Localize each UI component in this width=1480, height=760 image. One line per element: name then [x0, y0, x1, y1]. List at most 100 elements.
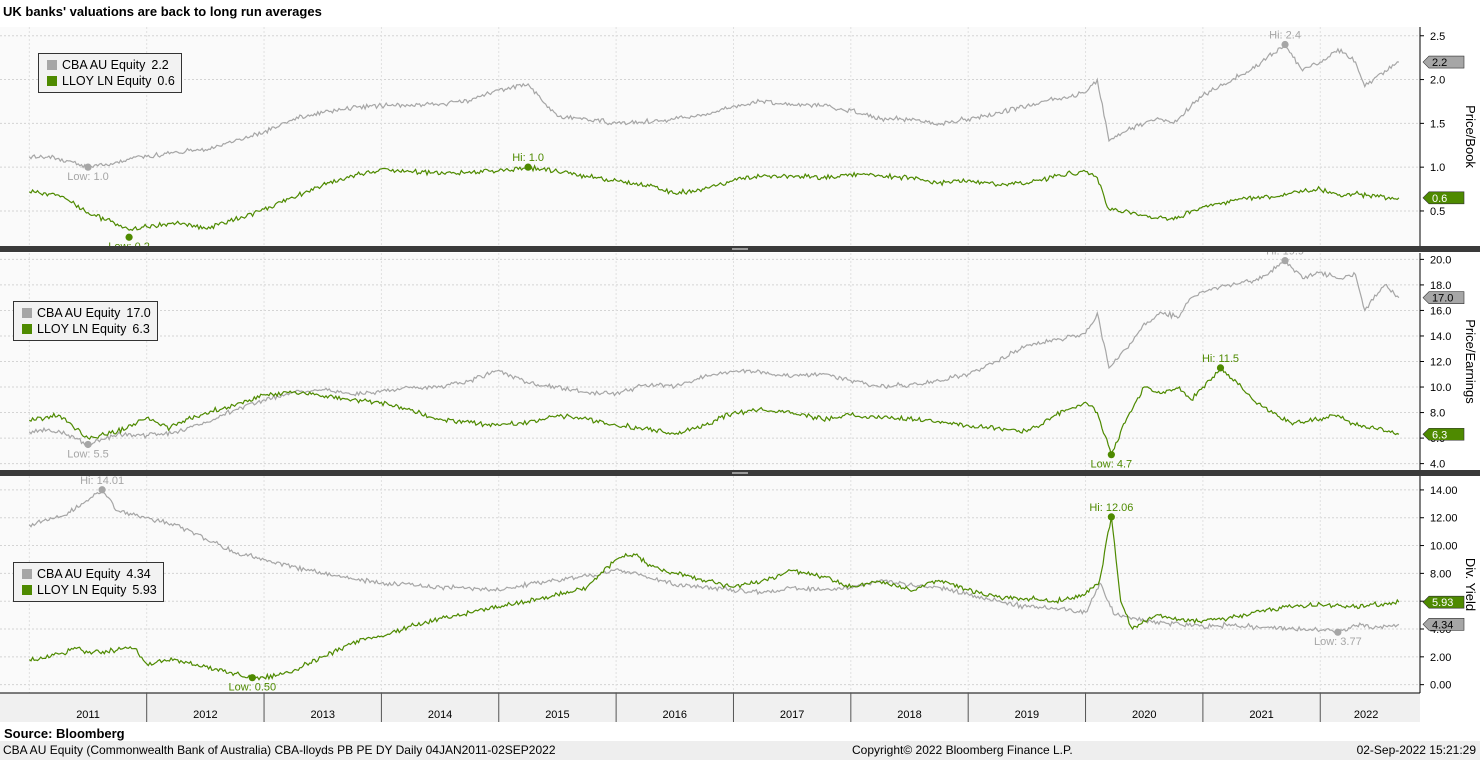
cba-swatch: [22, 569, 32, 579]
legend-entry-cba: CBA AU Equity 17.0: [22, 305, 151, 321]
y-tick-label: 12.00: [1430, 513, 1458, 525]
y-tick-label: 1.5: [1430, 118, 1445, 130]
y-tick-label: 10.00: [1430, 541, 1458, 553]
last-value-label-lloy: 0.6: [1432, 193, 1447, 205]
extreme-annotation: Low: 1.0: [67, 171, 109, 183]
extreme-marker: [1334, 628, 1342, 636]
extreme-marker: [1107, 513, 1115, 521]
legend-series-value: 2.2: [151, 58, 169, 72]
series-line-lloy: [28, 164, 1400, 232]
legend-dy: CBA AU Equity 4.34 LLOY LN Equity 5.93: [13, 562, 164, 602]
y-tick-label: 16.0: [1430, 305, 1451, 317]
y-tick-label: 10.0: [1430, 382, 1451, 394]
series-line-cba: [28, 260, 1400, 446]
lloy-swatch: [22, 585, 32, 595]
extreme-annotation: Hi: 11.5: [1202, 353, 1239, 365]
last-value-label-lloy: 6.3: [1432, 429, 1447, 441]
series-line-lloy: [28, 516, 1400, 681]
y-tick-label: 20.0: [1430, 254, 1451, 266]
extreme-annotation: Low: 4.7: [1091, 459, 1133, 471]
extreme-marker: [1281, 40, 1289, 49]
y-tick-label: 0.00: [1430, 680, 1451, 692]
panel-background: [0, 476, 1420, 693]
extreme-annotation: Hi: 1.0: [512, 152, 544, 164]
series-line-lloy: [28, 366, 1400, 457]
extreme-marker: [1216, 364, 1225, 372]
y-tick-label: 4.0: [1430, 459, 1445, 471]
legend-series-name: LLOY LN Equity: [37, 583, 127, 597]
extreme-annotation: Hi: 2.4: [1269, 30, 1301, 42]
x-tick-label: 2014: [428, 709, 452, 721]
x-tick-label: 2015: [545, 709, 569, 721]
footer-timestamp: 02-Sep-2022 15:21:29: [1356, 743, 1476, 757]
legend-series-value: 17.0: [126, 306, 151, 320]
extreme-marker: [98, 486, 106, 494]
x-tick-label: 2018: [897, 709, 921, 721]
y-tick-label: 14.00: [1430, 485, 1458, 497]
extreme-marker: [248, 674, 256, 682]
y-tick-label: 2.0: [1430, 75, 1445, 87]
legend-series-name: CBA AU Equity: [62, 58, 146, 72]
y-tick-label: 2.5: [1430, 31, 1445, 43]
chart-title: UK banks' valuations are back to long ru…: [3, 4, 322, 19]
legend-series-name: CBA AU Equity: [37, 306, 121, 320]
legend-series-value: 5.93: [132, 583, 157, 597]
y-tick-label: 2.00: [1430, 652, 1451, 664]
extreme-marker: [524, 163, 532, 171]
y-tick-label: 8.00: [1430, 568, 1451, 580]
x-axis-band: [0, 693, 1420, 722]
y-axis-label: Div. Yield: [1463, 558, 1478, 611]
last-value-label-lloy: 5.93: [1432, 597, 1453, 609]
footer-left: CBA AU Equity (Commonwealth Bank of Aust…: [3, 743, 556, 757]
legend-series-name: LLOY LN Equity: [37, 322, 127, 336]
extreme-marker: [1281, 257, 1289, 265]
series-line-cba: [28, 488, 1400, 635]
extreme-annotation: Hi: 14.01: [80, 475, 124, 487]
last-value-tag-cba: [1422, 291, 1465, 304]
extreme-marker: [84, 440, 92, 449]
source-label: Source: Bloomberg: [4, 726, 125, 741]
x-tick-label: 2017: [780, 709, 804, 721]
legend-series-value: 4.34: [126, 567, 151, 581]
extreme-marker: [1107, 451, 1115, 459]
lloy-swatch: [47, 76, 57, 86]
legend-entry-lloy: LLOY LN Equity 0.6: [47, 73, 175, 89]
x-tick-label: 2011: [76, 709, 100, 721]
legend-pe: CBA AU Equity 17.0 LLOY LN Equity 6.3: [13, 301, 158, 341]
legend-series-value: 6.3: [132, 322, 150, 336]
x-tick-label: 2013: [310, 709, 334, 721]
y-tick-label: 1.0: [1430, 162, 1445, 174]
extreme-marker: [84, 163, 92, 171]
extreme-annotation: Low: 3.77: [1314, 636, 1362, 648]
last-value-tag-cba: [1422, 617, 1465, 631]
extreme-annotation: Hi: 12.06: [1089, 502, 1133, 514]
y-axis-label: Price/Earnings: [1463, 319, 1478, 404]
last-value-label-cba: 2.2: [1432, 57, 1447, 69]
last-value-tag-cba: [1422, 55, 1465, 69]
y-tick-label: 8.0: [1430, 408, 1445, 420]
panel-background: [0, 27, 1420, 246]
x-tick-label: 2019: [1015, 709, 1039, 721]
extreme-marker: [125, 233, 133, 241]
x-tick-label: 2022: [1354, 709, 1378, 721]
y-tick-label: 14.0: [1430, 331, 1451, 343]
last-value-tag-lloy: [1422, 191, 1465, 205]
legend-entry-cba: CBA AU Equity 2.2: [47, 57, 175, 73]
last-value-label-cba: 17.0: [1432, 293, 1453, 305]
x-tick-label: 2020: [1132, 709, 1156, 721]
x-tick-label: 2021: [1249, 709, 1273, 721]
legend-series-value: 0.6: [157, 74, 175, 88]
last-value-tag-lloy: [1422, 427, 1465, 441]
footer-copyright: Copyright© 2022 Bloomberg Finance L.P.: [852, 743, 1073, 757]
y-axis-label: Price/Book: [1463, 105, 1478, 168]
legend-series-name: LLOY LN Equity: [62, 74, 152, 88]
footer-band: [0, 741, 1480, 760]
y-tick-label: 12.0: [1430, 357, 1451, 369]
legend-entry-lloy: LLOY LN Equity 5.93: [22, 582, 157, 598]
legend-series-name: CBA AU Equity: [37, 567, 121, 581]
x-tick-label: 2016: [663, 709, 687, 721]
x-tick-label: 2012: [193, 709, 217, 721]
legend-entry-lloy: LLOY LN Equity 6.3: [22, 321, 151, 337]
legend-pb: CBA AU Equity 2.2 LLOY LN Equity 0.6: [38, 53, 182, 93]
